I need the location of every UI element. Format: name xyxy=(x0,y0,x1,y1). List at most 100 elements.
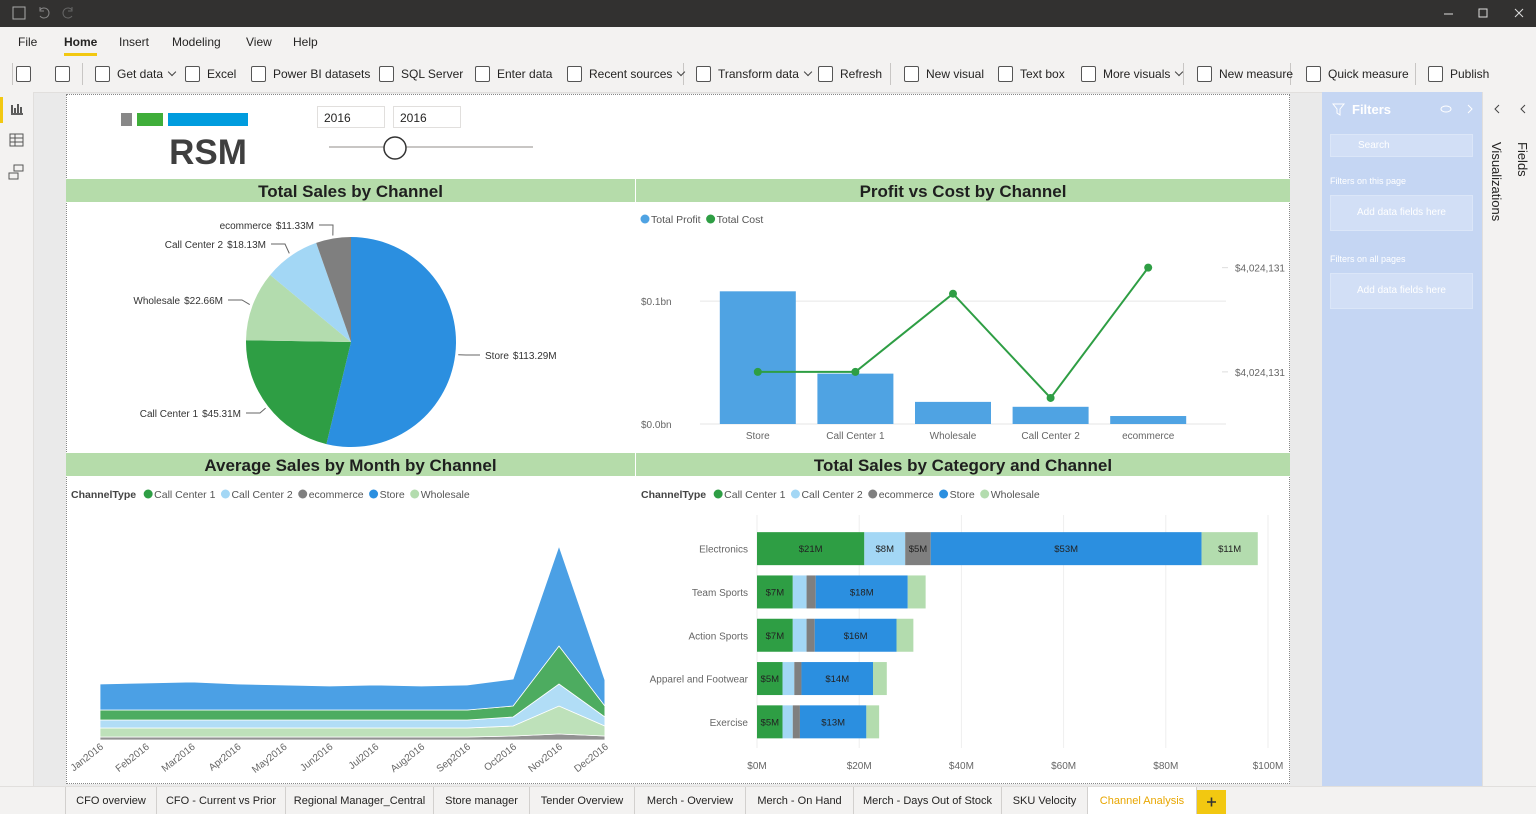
y-tick-label: Action Sports xyxy=(689,631,748,642)
model-view[interactable] xyxy=(13,164,24,172)
ribbon-tab[interactable]: View xyxy=(246,35,272,49)
ribbon-button[interactable]: New measure xyxy=(1197,66,1293,82)
legend-label: Call Center 2 xyxy=(231,489,292,501)
x-tick-label: Feb2016 xyxy=(114,741,152,774)
bar-segment xyxy=(792,618,807,652)
chart-header xyxy=(66,179,635,202)
viz-chevron[interactable] xyxy=(1494,104,1500,114)
report-view[interactable] xyxy=(11,104,23,115)
page-tab[interactable]: Merch - Days Out of Stock xyxy=(854,787,1002,814)
ribbon-tab[interactable]: Help xyxy=(293,35,318,49)
x-tick-label: Jul2016 xyxy=(347,741,382,772)
pie-slice xyxy=(326,237,457,448)
drop-zone[interactable]: Add data fields here xyxy=(1330,195,1473,231)
tab-scroll[interactable] xyxy=(30,787,66,814)
redo-icon[interactable] xyxy=(62,7,73,19)
model-view-b xyxy=(8,172,19,180)
bar-segment xyxy=(782,705,793,739)
label-value: $45.31M xyxy=(202,409,241,420)
page-tab[interactable]: Tender Overview xyxy=(530,787,635,814)
ribbon-tab[interactable]: Modeling xyxy=(172,35,221,49)
label-category: Call Center 2 xyxy=(165,240,224,251)
label-category: Wholesale xyxy=(133,296,180,307)
ribbon-button[interactable]: Quick measure xyxy=(1306,66,1409,82)
page-tab[interactable]: CFO overview xyxy=(66,787,157,814)
filters-pane: Filters Search Filters on this page Add … xyxy=(1322,92,1482,786)
legend-marker xyxy=(410,489,420,499)
add-icon xyxy=(1207,797,1216,807)
logo-green xyxy=(137,113,163,126)
ribbon-button[interactable]: SQL Server xyxy=(379,66,463,82)
ribbon-button[interactable]: Transform data xyxy=(696,66,811,82)
legend-label: Call Center 2 xyxy=(801,489,862,501)
restore[interactable] xyxy=(1478,8,1488,18)
y-tick-label: Team Sports xyxy=(692,588,748,599)
fields-pane[interactable]: Fields xyxy=(1515,142,1530,177)
logo-gray xyxy=(121,113,132,126)
leader-line xyxy=(319,224,334,236)
area xyxy=(99,544,606,711)
x-tick-label: ecommerce xyxy=(1122,431,1175,442)
y2-tick-label: $4,024,131 xyxy=(1235,368,1285,379)
filters-search[interactable]: Search xyxy=(1330,134,1473,157)
x-tick-label: Dec2016 xyxy=(572,741,611,775)
ribbon-button[interactable]: Publish xyxy=(1428,66,1489,82)
page-tab[interactable]: Regional Manager_Central xyxy=(286,787,434,814)
slicer-from[interactable]: 2016 xyxy=(317,106,385,128)
ribbon-button[interactable]: Recent sources xyxy=(567,66,684,82)
save-icon[interactable] xyxy=(12,6,26,20)
separator xyxy=(890,63,891,85)
ribbon-button[interactable]: Power BI datasets xyxy=(251,66,370,82)
data-label: $5M xyxy=(909,544,928,555)
slicer-to[interactable]: 2016 xyxy=(393,106,461,128)
page-tab[interactable]: SKU Velocity xyxy=(1002,787,1088,814)
ribbon-button[interactable]: Enter data xyxy=(475,66,552,82)
add-page[interactable] xyxy=(1197,790,1226,814)
bar xyxy=(1012,406,1089,424)
page-tab[interactable]: Merch - On Hand xyxy=(746,787,854,814)
fields-chevron[interactable] xyxy=(1520,104,1526,114)
undo-icon[interactable] xyxy=(39,7,50,19)
page-tab[interactable]: CFO - Current vs Prior xyxy=(157,787,286,814)
separator xyxy=(1183,63,1184,85)
drop-zone[interactable]: Add data fields here xyxy=(1330,273,1473,309)
bar-segment xyxy=(757,532,865,566)
ribbon-button[interactable]: Refresh xyxy=(818,66,882,82)
filter-icon xyxy=(1332,103,1346,116)
logo-blue xyxy=(168,113,248,126)
ribbon-button[interactable]: Text box xyxy=(998,66,1065,82)
filters-icons xyxy=(1332,103,1473,116)
slider xyxy=(329,136,533,160)
data-view[interactable] xyxy=(9,133,24,147)
plus xyxy=(1207,797,1216,807)
y-tick-label: $0.0bn xyxy=(641,420,672,431)
ribbon-tab[interactable]: Insert xyxy=(119,35,150,49)
visualizations-pane[interactable]: Visualizations xyxy=(1489,142,1504,222)
section-title: Filters on this page xyxy=(1330,176,1407,186)
data-label: $21M xyxy=(799,544,823,555)
ribbon-button[interactable]: Excel xyxy=(185,66,236,82)
ribbon-button[interactable]: Get data xyxy=(95,66,175,82)
data-label: $14M xyxy=(825,674,849,685)
close[interactable] xyxy=(1514,8,1524,18)
data-label: Store $113.29M xyxy=(485,351,557,362)
page-tab[interactable]: Store manager xyxy=(434,787,530,814)
legend-marker xyxy=(369,489,379,499)
page-tab[interactable]: Merch - Overview xyxy=(635,787,746,814)
ribbon-button[interactable]: More visuals xyxy=(1081,66,1182,82)
x-tick-label: Call Center 2 xyxy=(1021,431,1080,442)
ribbon-tab[interactable]: Home xyxy=(64,35,98,56)
page-tab[interactable]: Channel Analysis xyxy=(1088,787,1197,814)
slider-knob[interactable] xyxy=(383,136,407,160)
ribbon-button[interactable]: New visual xyxy=(904,66,984,82)
collapse-icon[interactable] xyxy=(1467,104,1473,114)
legend-label: Wholesale xyxy=(991,489,1040,501)
ribbon-tab[interactable]: File xyxy=(18,35,38,49)
line-point xyxy=(949,289,957,298)
data-label: $11M xyxy=(1218,544,1241,555)
chart-title: Total Sales by Channel xyxy=(258,182,443,201)
chart-title: Average Sales by Month by Channel xyxy=(204,456,496,475)
legend-marker xyxy=(713,489,723,499)
eye-icon[interactable] xyxy=(1440,105,1452,113)
